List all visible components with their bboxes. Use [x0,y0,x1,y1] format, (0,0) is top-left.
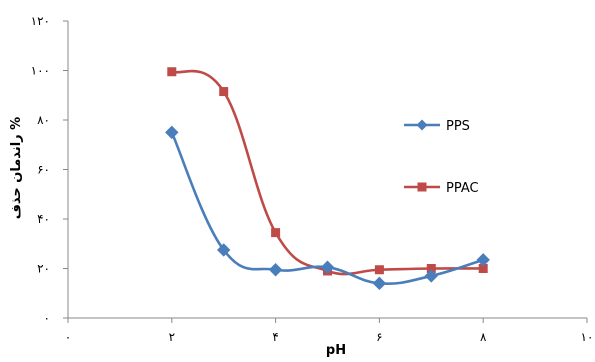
y-axis-title: راندمان حذف % [9,117,24,219]
data-point-ppac [167,67,177,77]
y-tick-label: ۲۰ [37,262,50,276]
y-tick-label: ۱۲۰ [31,14,50,28]
y-tick-label: ۱۰۰ [31,64,50,78]
x-tick-label: ۶ [376,330,382,344]
y-tick-label: ۰ [44,311,50,325]
series-group [165,67,490,291]
data-point-ppac [271,228,281,238]
legend-label-ppac: PPAC [446,181,479,196]
y-tick-label: ۴۰ [37,212,50,226]
data-point-ppac [374,265,384,275]
legend-marker-ppac [417,182,427,192]
data-point-pps [424,269,439,283]
x-axis-title: pH [326,343,346,357]
x-tick-label: ۰ [65,330,71,344]
data-point-ppac [426,264,436,273]
legend-marker-pps [416,119,428,131]
y-tick-label: ۶۰ [37,163,50,177]
data-point-ppac [219,87,229,97]
x-tick-label: ۸ [480,330,487,344]
data-point-pps [268,263,283,277]
data-point-pps [216,243,231,257]
x-tick-label: ۲ [169,330,175,344]
x-tick-label: ۱۰ [581,330,594,344]
data-point-pps [320,260,335,274]
data-point-pps [165,125,179,140]
y-tick-label: ۸۰ [37,113,50,127]
legend-label-pps: PPS [446,119,470,134]
data-point-pps [476,253,490,267]
x-tick-label: ۴ [272,330,278,344]
data-point-ppac [478,264,488,273]
data-point-pps [372,276,387,291]
legend: PPS PPAC [404,119,479,196]
